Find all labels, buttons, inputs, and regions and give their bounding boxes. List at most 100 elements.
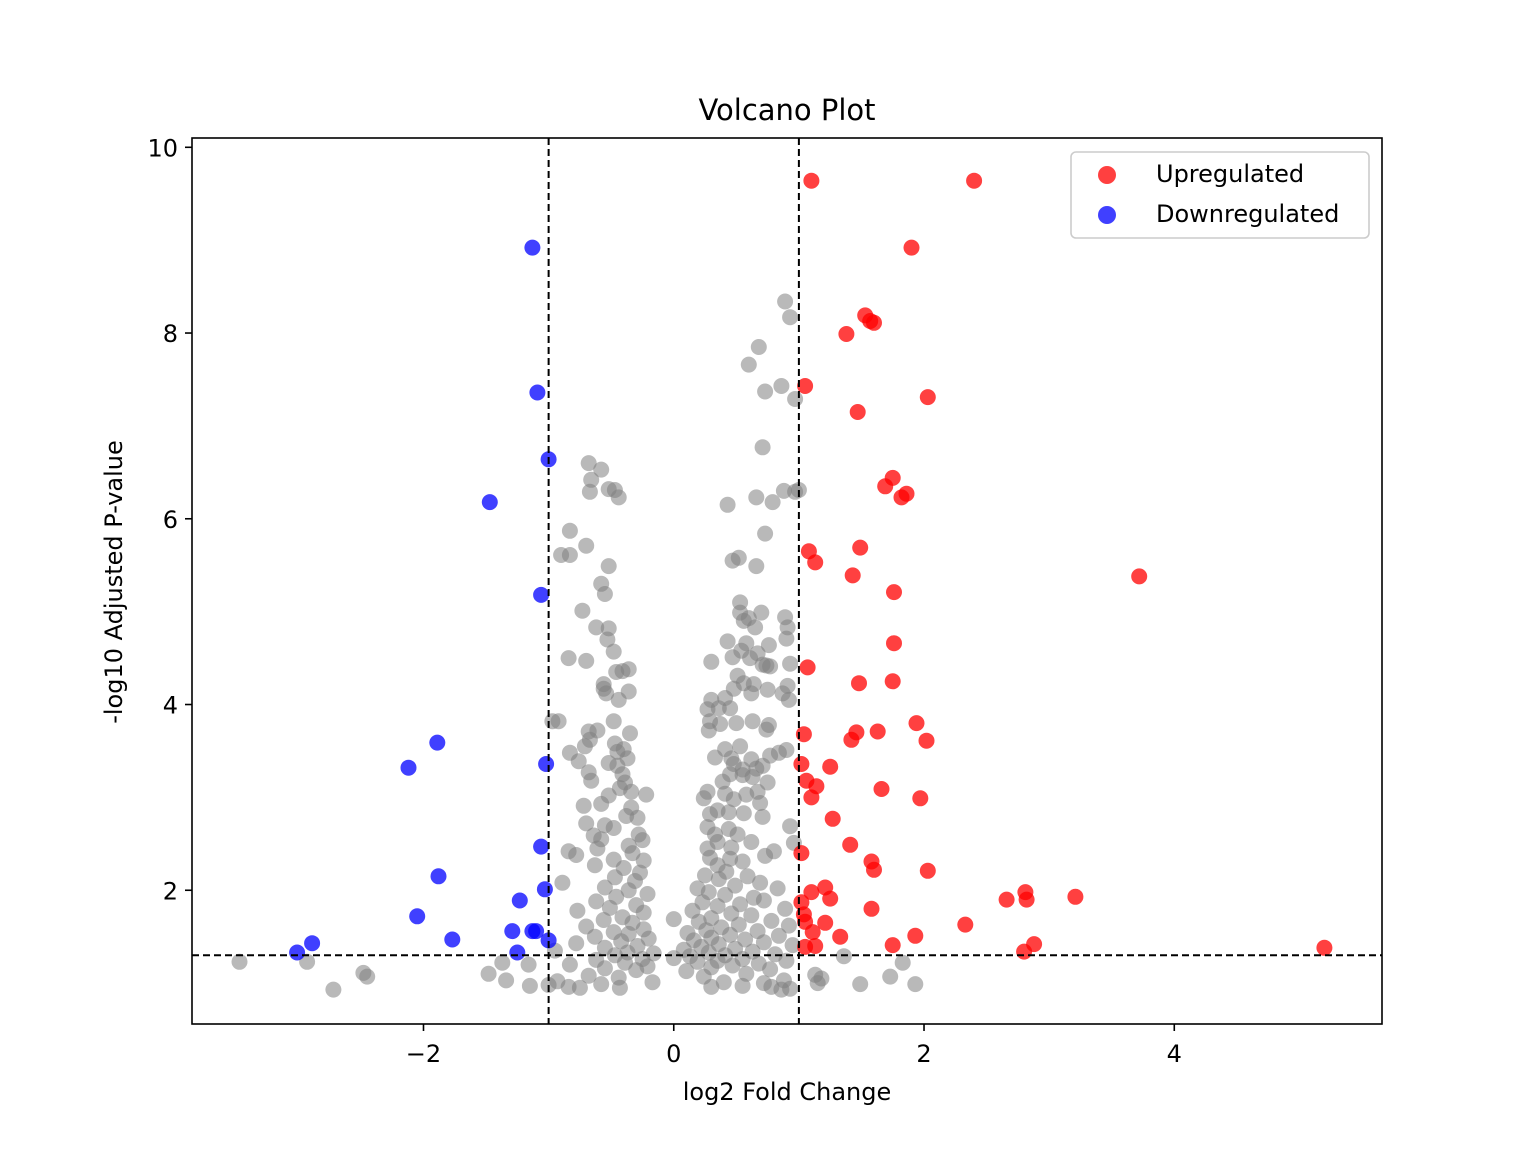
ns-point [724,649,741,666]
ns-point [635,852,652,869]
ns-point [753,604,770,621]
ns-point [714,773,731,790]
downregulated-point [430,868,447,885]
ns-point [757,525,774,542]
ns-point [521,977,538,994]
ns-point [498,972,515,989]
ns-point [707,749,723,766]
ns-point [494,954,511,971]
ns-point [754,808,771,825]
ns-point [596,879,613,896]
ns-point [758,721,775,738]
upregulated-point [844,567,861,584]
ns-point [754,757,771,774]
ns-point [735,805,752,822]
ns-point [600,558,617,575]
x-axis-label: log2 Fold Change [683,1078,892,1106]
ns-point [554,874,571,891]
upregulated-point [793,756,810,772]
downregulated-point [509,944,526,961]
ns-point [634,832,651,849]
y-tick-label: 8 [163,320,178,348]
x-tick-label: −2 [406,1040,441,1068]
ns-point [778,630,795,647]
y-axis-ticks: 2 4 6 8 10 [147,134,192,905]
upregulated-point [877,478,894,495]
ns-point [576,738,593,755]
upregulated-point [884,937,901,954]
upregulated-point [908,715,925,732]
ns-point [727,877,744,894]
ns-point [610,691,627,708]
ns-point [628,962,645,979]
threshold-lines [192,138,1382,1024]
ns-point [605,643,622,660]
upregulated-point [822,758,839,775]
upregulated-point [998,891,1015,908]
ns-point [780,691,797,708]
upregulated-point [843,731,860,748]
ns-point [762,961,779,978]
upregulated-point [886,635,902,652]
upregulated-point [866,861,882,878]
plot-area: −2 0 2 4 2 4 6 8 10 [147,134,1383,1068]
upregulated-point [1131,568,1148,585]
chart-title: Volcano Plot [698,93,875,127]
ns-point [782,309,799,326]
ns-point [743,685,760,702]
upregulated-point [1316,939,1333,956]
legend-marker-upregulated [1098,166,1116,184]
ns-point [763,978,780,995]
x-tick-label: 4 [1167,1040,1182,1068]
downregulated-point [511,892,528,909]
upregulated-point [795,726,812,743]
ns-point [480,965,497,982]
y-tick-label: 10 [147,134,178,162]
downregulated-point [529,384,546,401]
downregulated-point [504,923,521,940]
ns-point [728,715,745,732]
ns-point [779,677,796,694]
ns-point [715,974,732,991]
ns-point [734,853,751,870]
ns-point [623,783,640,800]
ns-point [589,840,606,857]
upregulated-point [966,172,983,189]
y-axis-label: -log10 Adjusted P-value [100,440,128,724]
ns-point [580,455,597,472]
ns-point [695,790,712,807]
ns-point [777,293,794,310]
ns-point [760,637,777,654]
upregulated-point [803,789,820,806]
ns-point [569,902,586,919]
ns-point [560,650,577,667]
ns-point [734,977,751,994]
ns-point [359,968,376,985]
ns-point [299,953,316,970]
ns-point [773,378,790,394]
y-tick-label: 6 [163,506,178,534]
ns-point [570,753,587,770]
downregulated-point [289,944,306,961]
y-tick-label: 4 [163,692,178,720]
ns-point [581,483,598,500]
ns-point [719,496,736,513]
ns-points [231,293,924,998]
upregulated-point [869,723,886,740]
upregulated-point [849,404,866,420]
ns-point [763,912,780,929]
upregulated-point [822,890,839,907]
ns-point [622,725,638,742]
ns-point [852,976,869,993]
upregulated-point [919,389,936,406]
ns-point [770,927,787,944]
upregulated-point [907,927,924,944]
ns-point [644,974,661,991]
downregulated-point [536,881,553,898]
legend-box [1070,151,1370,239]
upregulated-point [1016,943,1033,960]
plot-frame [191,137,1383,1025]
ns-point [729,826,746,843]
ns-point [605,820,622,836]
upregulated-point [851,675,867,692]
